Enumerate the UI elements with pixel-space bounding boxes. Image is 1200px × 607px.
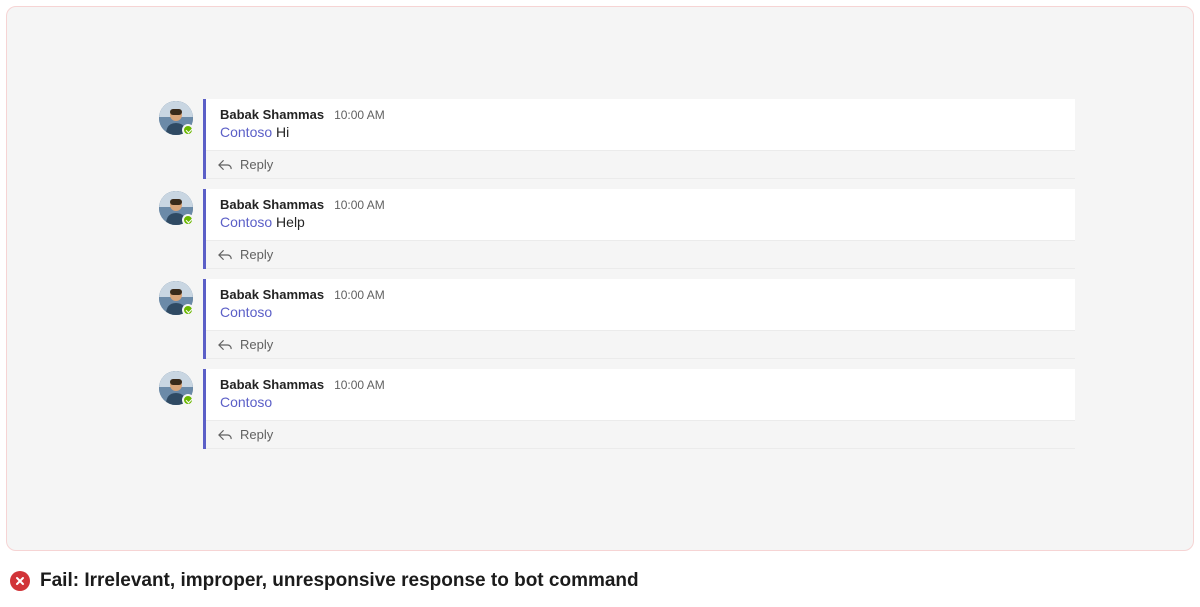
mention[interactable]: Contoso <box>220 214 272 230</box>
message-body-text: Hi <box>272 124 289 140</box>
message-text: Contoso <box>220 304 1061 320</box>
mention[interactable]: Contoso <box>220 304 272 320</box>
message-time: 10:00 AM <box>334 198 385 212</box>
presence-available-icon <box>182 394 194 406</box>
reply-icon <box>218 248 232 262</box>
message-text: Contoso <box>220 394 1061 410</box>
message-author: Babak Shammas <box>220 107 324 122</box>
reply-label: Reply <box>240 427 273 442</box>
message-author: Babak Shammas <box>220 197 324 212</box>
message-time: 10:00 AM <box>334 378 385 392</box>
message-text: Contoso Help <box>220 214 1061 230</box>
example-panel: Babak Shammas 10:00 AM Contoso Hi Reply <box>6 6 1194 551</box>
message-time: 10:00 AM <box>334 108 385 122</box>
presence-available-icon <box>182 124 194 136</box>
message-column: Babak Shammas 10:00 AM Contoso Reply <box>203 279 1075 359</box>
message-time: 10:00 AM <box>334 288 385 302</box>
reply-label: Reply <box>240 337 273 352</box>
message-column: Babak Shammas 10:00 AM Contoso Reply <box>203 369 1075 449</box>
fail-caption: Fail: Irrelevant, improper, unresponsive… <box>10 570 639 592</box>
reply-icon <box>218 428 232 442</box>
reply-label: Reply <box>240 247 273 262</box>
presence-available-icon <box>182 214 194 226</box>
message-column: Babak Shammas 10:00 AM Contoso Help Repl… <box>203 189 1075 269</box>
reply-button[interactable]: Reply <box>206 150 1075 179</box>
message-author: Babak Shammas <box>220 377 324 392</box>
message-thread: Babak Shammas 10:00 AM Contoso Hi Reply <box>159 99 1075 179</box>
message-thread: Babak Shammas 10:00 AM Contoso Reply <box>159 279 1075 359</box>
presence-available-icon <box>182 304 194 316</box>
reply-icon <box>218 338 232 352</box>
reply-icon <box>218 158 232 172</box>
message-body: Babak Shammas 10:00 AM Contoso Hi <box>206 99 1075 150</box>
reply-button[interactable]: Reply <box>206 240 1075 269</box>
message-body: Babak Shammas 10:00 AM Contoso <box>206 279 1075 330</box>
reply-button[interactable]: Reply <box>206 330 1075 359</box>
avatar <box>159 371 193 405</box>
reply-button[interactable]: Reply <box>206 420 1075 449</box>
avatar <box>159 191 193 225</box>
message-body-text: Help <box>272 214 305 230</box>
message-body: Babak Shammas 10:00 AM Contoso <box>206 369 1075 420</box>
fail-text: Fail: Irrelevant, improper, unresponsive… <box>40 570 639 592</box>
fail-icon <box>10 571 30 591</box>
message-thread: Babak Shammas 10:00 AM Contoso Help Repl… <box>159 189 1075 269</box>
reply-label: Reply <box>240 157 273 172</box>
message-author: Babak Shammas <box>220 287 324 302</box>
message-text: Contoso Hi <box>220 124 1061 140</box>
avatar <box>159 281 193 315</box>
mention[interactable]: Contoso <box>220 124 272 140</box>
message-body: Babak Shammas 10:00 AM Contoso Help <box>206 189 1075 240</box>
message-thread: Babak Shammas 10:00 AM Contoso Reply <box>159 369 1075 449</box>
avatar <box>159 101 193 135</box>
message-column: Babak Shammas 10:00 AM Contoso Hi Reply <box>203 99 1075 179</box>
mention[interactable]: Contoso <box>220 394 272 410</box>
